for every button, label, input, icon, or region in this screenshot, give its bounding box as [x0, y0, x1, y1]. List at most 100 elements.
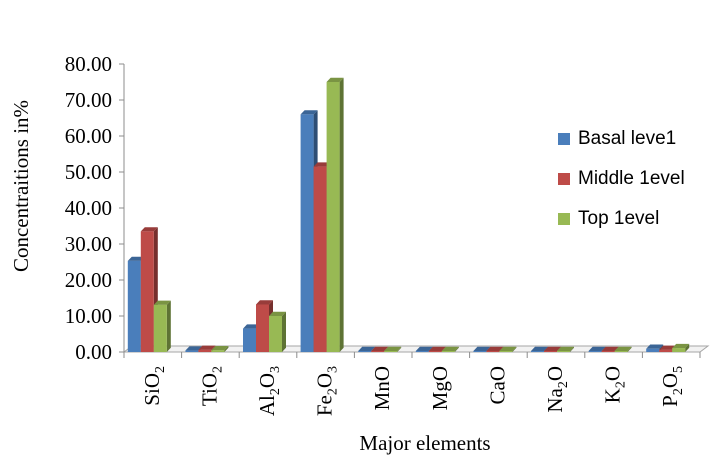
bar-top [473, 346, 491, 351]
x-tick-label: Na2O [543, 366, 571, 413]
bar-front [486, 351, 500, 352]
legend-label: Top 1evel [578, 208, 659, 229]
bar-front [198, 349, 212, 352]
x-tick-label: P2O5 [658, 366, 686, 407]
bar-top [646, 344, 664, 349]
y-tick-labels: 0.00 10.00 20.00 30.00 40.00 50.00 60.00 70.00 8… [65, 52, 112, 364]
y-tick-label: 50.00 [65, 160, 112, 184]
x-tick-label: TiO2 [197, 366, 225, 406]
legend-label: Basal leve1 [578, 128, 676, 149]
bar-top [499, 346, 517, 351]
bar-front [415, 351, 429, 352]
y-tick-label: 40.00 [65, 196, 112, 220]
bar-top [544, 346, 561, 351]
bar-front [269, 316, 282, 352]
bar-top [198, 345, 216, 350]
x-tick-label: MgO [428, 366, 452, 410]
bar-top [428, 346, 446, 351]
bar-front [614, 351, 628, 352]
bar-front [544, 351, 557, 352]
bar-front [531, 351, 544, 352]
bar-top [486, 346, 504, 351]
bar [614, 346, 632, 352]
bar-front [300, 114, 314, 353]
bar-top [659, 345, 677, 350]
bar-front [428, 351, 442, 352]
bar-front [659, 349, 673, 352]
bar-top [127, 256, 145, 261]
bar-front [371, 351, 385, 352]
bar-front [557, 351, 570, 352]
y-axis-title: Concentraitions in% [9, 100, 33, 272]
bar-top [672, 343, 690, 349]
bar [441, 346, 459, 352]
legend: Basal leve1 Middle 1evel Top 1evel [558, 128, 685, 229]
legend-swatch [558, 213, 570, 225]
bar-top [588, 346, 606, 351]
y-tick-label: 10.00 [65, 304, 112, 328]
bar-side [339, 77, 344, 353]
bar [557, 346, 574, 352]
bar-front [588, 351, 602, 352]
bar-front [384, 351, 398, 352]
bar-top [531, 346, 548, 351]
bar-side [397, 346, 402, 352]
bar-front [499, 351, 513, 352]
bar-side [570, 346, 574, 352]
legend-swatch [558, 173, 570, 185]
bar-top [371, 346, 389, 351]
x-tick-label: Al2O3 [255, 366, 283, 416]
y-tick-label: 20.00 [65, 268, 112, 292]
bar-top [601, 346, 619, 351]
y-tick-label: 70.00 [65, 88, 112, 112]
bar-top [243, 324, 260, 329]
bar-front [140, 231, 154, 352]
bar-front [646, 348, 660, 352]
bar-front [243, 328, 256, 352]
y-tick-label: 80.00 [65, 52, 112, 76]
bar-top [211, 346, 229, 351]
bar-side [282, 311, 286, 352]
bar [326, 77, 344, 353]
bar-front [441, 351, 455, 352]
x-axis-title: Major elements [359, 431, 490, 455]
bar-front [601, 351, 615, 352]
bar-front [672, 348, 686, 352]
bar-side [512, 346, 517, 352]
bar-front [358, 351, 372, 352]
legend-swatch [558, 133, 570, 145]
x-tick-label: CaO [485, 366, 509, 405]
bar [211, 346, 229, 352]
bars [127, 77, 690, 353]
bar-front [313, 166, 327, 352]
bar-side [166, 300, 171, 352]
bar-top [313, 162, 331, 167]
bar-front [185, 350, 199, 352]
bar-top [384, 346, 402, 351]
bar-front [473, 351, 487, 352]
bar [672, 343, 690, 352]
bar-top [269, 311, 286, 316]
bar [384, 346, 402, 352]
bar-top [358, 346, 376, 351]
bar-side [627, 346, 632, 352]
x-tick-labels: SiO2 TiO2 Al2O3 Fe2O3 MnO MgO CaO Na2O K2O P2O5 [140, 366, 686, 416]
bar-top [557, 346, 574, 351]
x-tick-label: SiO2 [140, 366, 168, 406]
y-tick-label: 0.00 [75, 340, 112, 364]
bar-front [211, 350, 225, 352]
bar-side [685, 343, 690, 352]
bar-front [256, 304, 269, 352]
bar-front [127, 260, 141, 352]
y-tick-label: 30.00 [65, 232, 112, 256]
x-tick-label: K2O [601, 366, 629, 403]
bar-top [153, 300, 171, 305]
bar-top [326, 77, 344, 82]
bar-side [454, 346, 459, 352]
bar-top [140, 227, 158, 232]
bar-top [256, 300, 273, 305]
bar [269, 311, 286, 352]
x-tick-label: Fe2O3 [313, 366, 341, 416]
legend-label: Middle 1evel [578, 168, 685, 189]
